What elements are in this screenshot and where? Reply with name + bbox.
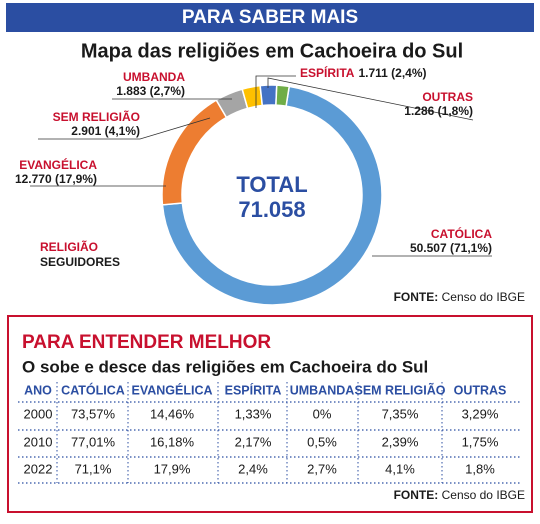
slice-name: OUTRAS bbox=[422, 90, 473, 104]
table-cell: 2,39% bbox=[382, 434, 419, 449]
table-subtitle: O sobe e desce das religiões em Cachoeir… bbox=[22, 357, 428, 376]
column-header: ESPÍRITA bbox=[225, 382, 282, 397]
source: FONTE: Censo do IBGE bbox=[394, 290, 525, 304]
header-bar bbox=[6, 3, 534, 32]
legend-name: RELIGIÃO bbox=[40, 239, 98, 254]
slice bbox=[161, 85, 383, 306]
slice bbox=[161, 99, 228, 206]
slice-value: 12.770 (17,9%) bbox=[15, 172, 97, 186]
slice bbox=[275, 84, 291, 107]
table-cell: 2,7% bbox=[307, 461, 337, 476]
table-cell: 4,1% bbox=[385, 461, 415, 476]
source-text: Censo do IBGE bbox=[442, 290, 525, 304]
table-source: FONTE: Censo do IBGE bbox=[394, 488, 525, 502]
table-cell: 73,57% bbox=[71, 406, 116, 421]
table-title: PARA ENTENDER MELHOR bbox=[22, 332, 271, 353]
center-text: 71.058 bbox=[238, 197, 305, 222]
column-header: UMBANDA bbox=[290, 383, 355, 397]
table-cell: 14,46% bbox=[150, 406, 195, 421]
table-cell: 1,33% bbox=[235, 406, 272, 421]
table-cell: 0,5% bbox=[307, 434, 337, 449]
column-header: EVANGÉLICA bbox=[131, 382, 212, 397]
leader-line bbox=[267, 77, 474, 121]
table-cell: 0% bbox=[313, 406, 332, 421]
source-label: FONTE: bbox=[394, 290, 439, 304]
table-frame bbox=[7, 315, 533, 513]
table-cell: 17,9% bbox=[154, 461, 191, 476]
legend-value: SEGUIDORES bbox=[40, 255, 120, 269]
slice-value: 1.883 (2,7%) bbox=[116, 84, 185, 98]
table-cell: 2022 bbox=[24, 461, 53, 476]
slice-value: 1.711 (2,4%) bbox=[358, 66, 426, 80]
slice-name: EVANGÉLICA bbox=[19, 157, 97, 172]
slice-value: 1.286 (1,8%) bbox=[404, 104, 473, 118]
table-cell: 2,17% bbox=[235, 434, 272, 449]
slice-value: 50.507 (71,1%) bbox=[410, 241, 492, 255]
slice-label: ESPÍRITA 1.711 (2,4%) bbox=[300, 65, 427, 80]
chart-title: Mapa das religiões em Cachoeira do Sul bbox=[81, 40, 463, 62]
table-cell: 2010 bbox=[24, 434, 53, 449]
source-text: Censo do IBGE bbox=[442, 488, 525, 502]
slice-name: SEM RELIGIÃO bbox=[53, 109, 140, 124]
center-title: TOTAL bbox=[236, 172, 307, 197]
source-label: FONTE: bbox=[394, 488, 439, 502]
table-cell: 16,18% bbox=[150, 434, 195, 449]
table-cell: 1,8% bbox=[465, 461, 495, 476]
slice-name: CATÓLICA bbox=[431, 226, 492, 241]
table-cell: 2,4% bbox=[238, 461, 268, 476]
column-header: OUTRAS bbox=[454, 383, 507, 397]
column-header: CATÓLICA bbox=[61, 382, 125, 397]
table-cell: 7,35% bbox=[382, 406, 419, 421]
column-header: ANO bbox=[24, 383, 52, 397]
slice-name: ESPÍRITA bbox=[300, 65, 355, 80]
slice-value: 2.901 (4,1%) bbox=[71, 124, 140, 138]
leader-line bbox=[255, 75, 296, 108]
leader-line bbox=[38, 117, 211, 140]
table-cell: 71,1% bbox=[75, 461, 112, 476]
slice bbox=[259, 84, 278, 107]
slice-name: UMBANDA bbox=[123, 70, 185, 84]
table-cell: 77,01% bbox=[71, 434, 116, 449]
table-cell: 1,75% bbox=[462, 434, 499, 449]
header: PARA SABER MAIS bbox=[182, 7, 358, 28]
table-cell: 2000 bbox=[24, 406, 53, 421]
column-header: SEM RELIGIÃO bbox=[355, 382, 446, 397]
table-cell: 3,29% bbox=[462, 406, 499, 421]
